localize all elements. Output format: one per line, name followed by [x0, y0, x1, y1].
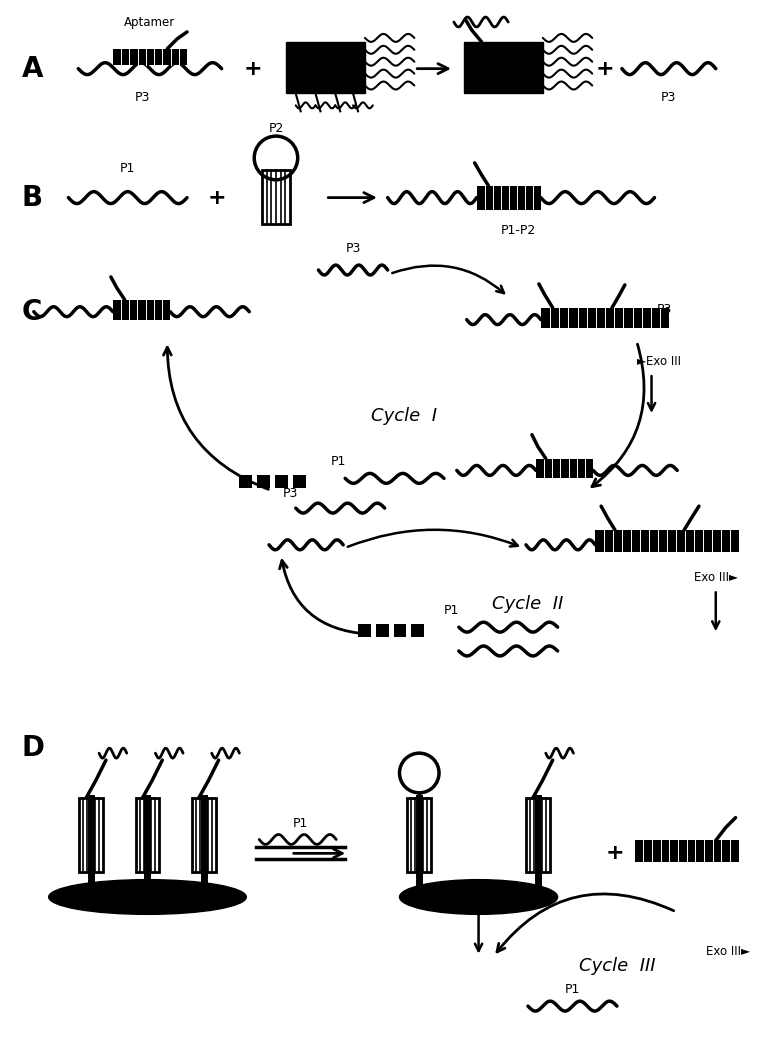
Text: P1: P1: [120, 162, 136, 175]
Text: P1-P2: P1-P2: [500, 225, 535, 237]
Bar: [192, 798, 216, 872]
Bar: [240, 475, 252, 488]
Text: A: A: [22, 54, 44, 83]
Bar: [113, 300, 170, 320]
Text: +: +: [606, 843, 624, 863]
Text: Exo III►: Exo III►: [706, 945, 750, 958]
Text: +: +: [244, 59, 263, 78]
Text: Cycle  II: Cycle II: [493, 595, 564, 613]
Bar: [358, 624, 371, 637]
Bar: [463, 42, 543, 93]
Bar: [79, 798, 103, 872]
Bar: [536, 458, 593, 478]
Bar: [113, 49, 187, 65]
Bar: [541, 308, 669, 327]
Bar: [595, 530, 738, 552]
Text: C: C: [22, 298, 42, 325]
Bar: [526, 798, 550, 872]
Text: P1: P1: [330, 455, 345, 469]
Text: Exo III►: Exo III►: [694, 571, 738, 584]
Text: +: +: [208, 187, 226, 207]
Text: Cycle  I: Cycle I: [372, 407, 437, 425]
Bar: [275, 475, 288, 488]
Bar: [293, 475, 306, 488]
Text: P1: P1: [293, 817, 309, 829]
Text: P3: P3: [656, 303, 672, 316]
Ellipse shape: [49, 880, 247, 914]
Bar: [286, 42, 365, 93]
Text: P1: P1: [565, 983, 580, 996]
Text: P2: P2: [268, 122, 283, 135]
Text: Cycle  III: Cycle III: [578, 957, 655, 976]
Bar: [476, 186, 541, 209]
Bar: [262, 169, 290, 225]
Text: +: +: [596, 59, 614, 78]
Bar: [376, 624, 388, 637]
Bar: [394, 624, 407, 637]
Text: D: D: [22, 734, 45, 763]
Text: P3: P3: [135, 91, 150, 105]
Bar: [257, 475, 270, 488]
Text: ►Exo III: ►Exo III: [637, 355, 681, 368]
Bar: [411, 624, 424, 637]
Text: P1: P1: [444, 605, 460, 617]
Text: B: B: [22, 184, 43, 211]
Bar: [408, 798, 431, 872]
Text: Aptamer: Aptamer: [124, 16, 175, 29]
Bar: [136, 798, 159, 872]
Text: P3: P3: [345, 243, 361, 255]
Ellipse shape: [400, 880, 558, 914]
Text: P3: P3: [660, 91, 676, 105]
Bar: [635, 840, 738, 862]
Text: P3: P3: [283, 487, 298, 500]
